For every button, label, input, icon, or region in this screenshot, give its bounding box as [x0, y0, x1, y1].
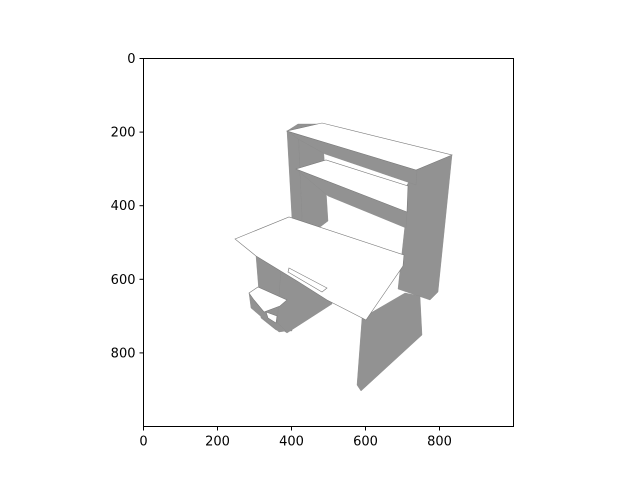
x-tick-label: 600 [353, 435, 378, 450]
x-tick-label: 0 [139, 435, 147, 450]
desk-leg-right [356, 292, 423, 392]
foot-bracket [265, 311, 278, 324]
keyboard-tray [287, 267, 328, 293]
hutch-top [285, 122, 453, 171]
y-tick-label: 400 [111, 199, 136, 214]
y-tick-label: 600 [111, 273, 136, 288]
x-axis: 0 200 400 600 800 [139, 426, 452, 450]
y-tick-label: 200 [111, 126, 136, 141]
desk-render-image [234, 122, 453, 392]
y-tick-label: 800 [111, 346, 136, 361]
x-tick-label: 800 [427, 435, 452, 450]
x-tick-label: 200 [205, 435, 230, 450]
lower-shelf [248, 286, 288, 313]
desk-top [234, 216, 405, 321]
y-tick-label: 0 [127, 52, 135, 67]
y-axis: 0 200 400 600 800 [111, 52, 144, 361]
hutch-shelf [295, 159, 409, 213]
x-tick-label: 400 [279, 435, 304, 450]
axes-frame [143, 58, 514, 427]
